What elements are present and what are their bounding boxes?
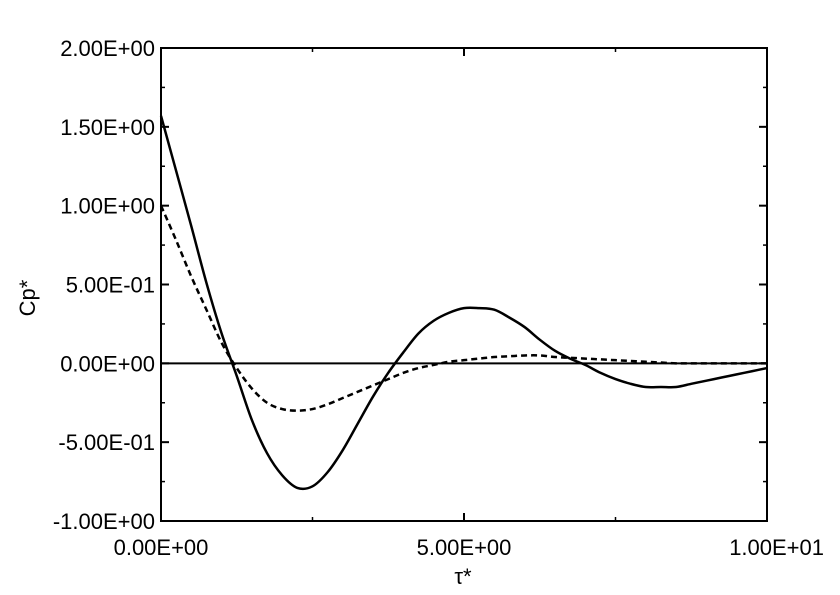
- y-tick-label: 5.00E-01: [66, 273, 155, 298]
- x-tick-label: 1.00E+01: [729, 535, 824, 560]
- series-line-2-dashed: [159, 205, 767, 412]
- x-tick-label: 0.00E+00: [114, 535, 209, 560]
- plot-background: [161, 48, 767, 521]
- y-tick-label: -5.00E-01: [58, 430, 155, 455]
- y-tick-label: 2.00E+00: [60, 36, 155, 61]
- plot-frame: [160, 47, 768, 522]
- frame-layer: [160, 47, 768, 522]
- plot-area: [161, 48, 767, 521]
- y-tick-label: -1.00E+00: [53, 509, 155, 534]
- y-axis-label: Cp*: [15, 279, 40, 316]
- y-tick-label: 1.50E+00: [60, 115, 155, 140]
- y-tick-label: 1.00E+00: [60, 194, 155, 219]
- series-layer: [159, 115, 768, 491]
- x-tick-label: 5.00E+00: [417, 535, 512, 560]
- tick-layer: 2.00E+00 1.50E+00 1.00E+00 5.00E-01 0.00E+00…: [53, 36, 824, 560]
- y-tick-label: 0.00E+00: [60, 351, 155, 376]
- x-axis-label: τ*: [454, 564, 472, 589]
- series-line-1-solid: [159, 115, 768, 491]
